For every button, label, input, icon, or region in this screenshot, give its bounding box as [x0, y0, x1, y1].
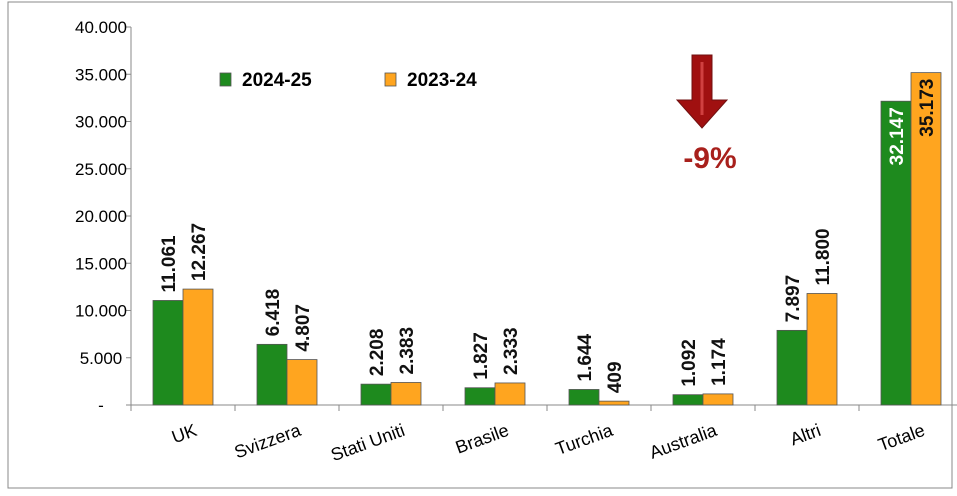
- y-tick-label: 30.000: [75, 113, 127, 132]
- annotation: -9%: [683, 142, 736, 175]
- legend-swatch: [219, 72, 232, 87]
- y-tick-label: 15.000: [75, 254, 127, 273]
- chart-frame: [7, 1, 953, 489]
- y-tick-label: 40.000: [75, 18, 127, 37]
- data-label: 1.644: [575, 333, 596, 381]
- bar: [568, 389, 600, 406]
- bar: [598, 400, 630, 406]
- y-tick-label: 25.000: [75, 160, 127, 179]
- bar: [494, 382, 526, 406]
- y-tick-label: 20.000: [75, 207, 127, 226]
- bar: [806, 293, 838, 406]
- data-label: 4.807: [293, 304, 314, 352]
- data-label: 1.092: [679, 339, 700, 387]
- data-label: 6.418: [263, 289, 284, 337]
- data-label: 2.208: [367, 329, 388, 377]
- data-label: 11.800: [813, 228, 834, 285]
- data-label: 11.061: [159, 235, 180, 292]
- bar: [464, 387, 496, 406]
- bar: [390, 382, 422, 406]
- down-arrow: [675, 54, 729, 129]
- data-label: 12.267: [189, 223, 210, 281]
- bar: [776, 329, 808, 406]
- data-label: 35.173: [917, 79, 938, 137]
- bar: [702, 393, 734, 406]
- data-label: 32.147: [887, 107, 908, 165]
- legend-swatch: [384, 72, 397, 87]
- bar: [152, 300, 184, 406]
- bar: [286, 359, 318, 406]
- bar: [360, 383, 392, 406]
- bar: [182, 288, 214, 406]
- data-label: 1.174: [709, 338, 730, 386]
- bar: [256, 343, 288, 406]
- data-label: 1.827: [471, 332, 492, 380]
- y-tick-label: 10.000: [75, 302, 127, 321]
- legend-label: 2023-24: [407, 70, 477, 91]
- data-label: 2.383: [397, 327, 418, 375]
- y-tick-label: -: [98, 396, 104, 415]
- data-label: 409: [605, 361, 626, 393]
- data-label: 7.897: [783, 275, 804, 323]
- y-tick-label: 35.000: [75, 65, 127, 84]
- legend-label: 2024-25: [242, 70, 312, 91]
- bar: [910, 72, 942, 406]
- data-label: 2.333: [501, 327, 522, 375]
- bar: [672, 394, 704, 406]
- y-tick-label: 5.000: [80, 349, 123, 368]
